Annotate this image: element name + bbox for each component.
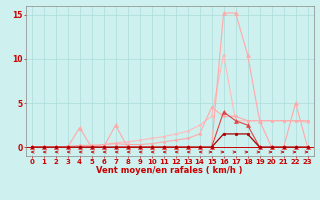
X-axis label: Vent moyen/en rafales ( km/h ): Vent moyen/en rafales ( km/h ) [96,166,243,175]
